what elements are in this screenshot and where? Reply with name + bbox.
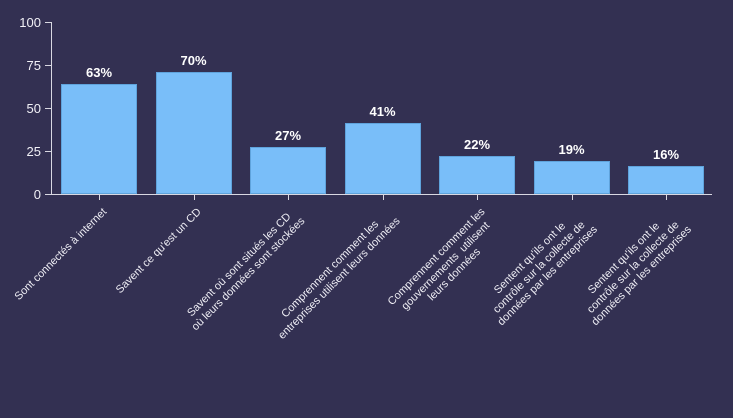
y-tick-label: 75 [26, 58, 41, 73]
bar [533, 161, 610, 194]
x-tick [477, 195, 478, 200]
y-tick-label: 0 [33, 187, 41, 202]
x-tick-label-line: Savent où sont situés les CD [185, 210, 294, 320]
x-tick-label: Sont connectés à internet [13, 206, 110, 303]
x-tick [666, 195, 667, 200]
bar-value-label: 22% [463, 137, 491, 152]
bar [344, 123, 421, 194]
bar [439, 156, 515, 194]
x-tick [382, 195, 384, 200]
y-tick-label: 50 [26, 101, 41, 116]
x-tick [99, 195, 100, 200]
bar-value-label: 41% [369, 104, 396, 119]
bar [628, 166, 704, 194]
bar [61, 84, 137, 194]
y-tick [45, 108, 51, 109]
bar [250, 147, 326, 194]
bar [155, 72, 232, 194]
x-tick-label: Savent ce qu'est un CD [114, 206, 204, 296]
y-tick-label: 100 [19, 15, 41, 30]
bar-value-label: 16% [652, 147, 680, 162]
y-tick [45, 65, 51, 66]
y-axis-line [51, 22, 52, 195]
x-tick [571, 195, 573, 200]
y-tick [45, 22, 51, 23]
y-tick-label: 25 [26, 144, 41, 159]
bar-value-label: 19% [558, 142, 585, 157]
x-tick-label-line: Savent ce qu'est un CD [114, 206, 204, 296]
bar-value-label: 70% [180, 53, 207, 68]
x-tick [193, 195, 195, 200]
bar-value-label: 27% [274, 128, 302, 143]
y-tick [45, 194, 51, 195]
x-axis-line [51, 194, 712, 195]
y-tick [45, 151, 51, 152]
x-tick-label-line: Sont connectés à internet [12, 206, 110, 303]
bar-value-label: 63% [85, 65, 113, 80]
x-tick [288, 195, 289, 200]
